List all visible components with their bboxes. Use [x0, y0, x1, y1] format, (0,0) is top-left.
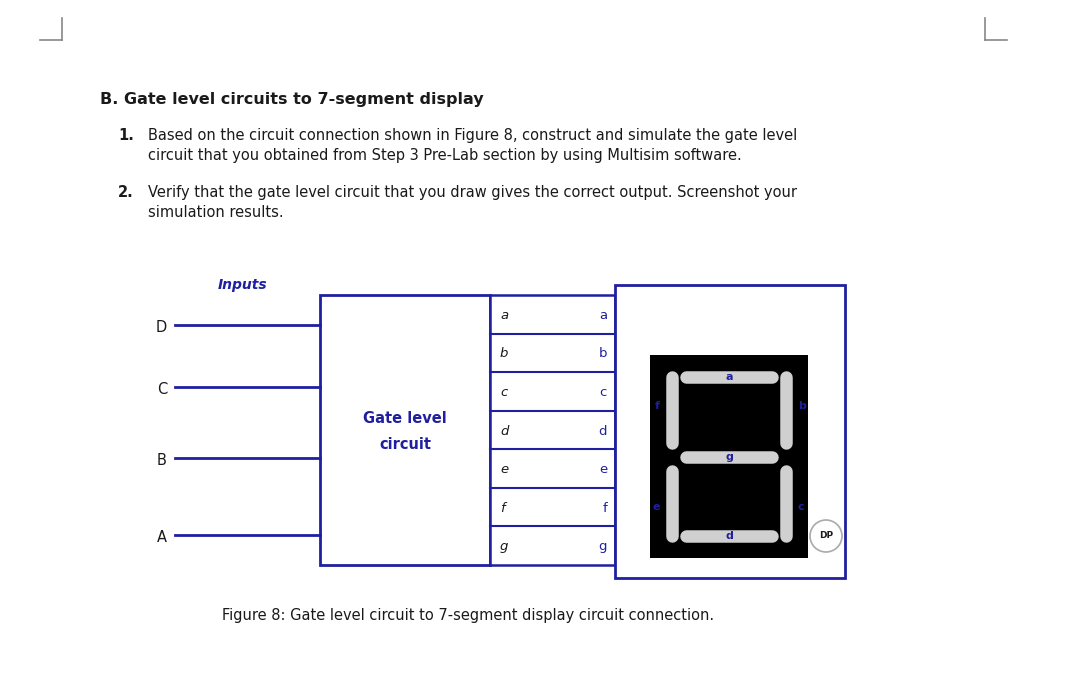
Text: Inputs: Inputs — [218, 278, 268, 292]
Text: a: a — [599, 309, 607, 322]
Text: D: D — [156, 319, 167, 334]
Text: b: b — [500, 348, 509, 361]
Text: a: a — [500, 309, 508, 322]
Text: 1.: 1. — [118, 128, 134, 143]
Text: DP: DP — [819, 531, 833, 540]
Text: A: A — [157, 529, 167, 545]
Text: B. Gate level circuits to 7-segment display: B. Gate level circuits to 7-segment disp… — [100, 92, 484, 107]
Text: b: b — [798, 401, 806, 410]
Text: Figure 8: Gate level circuit to 7-segment display circuit connection.: Figure 8: Gate level circuit to 7-segmen… — [222, 608, 714, 623]
Text: d: d — [500, 424, 509, 437]
Text: b: b — [598, 348, 607, 361]
Text: f: f — [500, 502, 504, 515]
Text: g: g — [725, 451, 733, 462]
Text: circuit: circuit — [379, 437, 431, 451]
Circle shape — [810, 520, 842, 552]
Text: Based on the circuit connection shown in Figure 8, construct and simulate the ga: Based on the circuit connection shown in… — [148, 128, 797, 163]
Text: e: e — [652, 502, 660, 512]
Text: g: g — [500, 540, 509, 553]
Text: Verify that the gate level circuit that you draw gives the correct output. Scree: Verify that the gate level circuit that … — [148, 185, 797, 220]
Text: 2.: 2. — [118, 185, 134, 200]
Text: c: c — [500, 386, 508, 399]
Text: c: c — [798, 502, 805, 512]
Text: f: f — [656, 401, 660, 410]
Text: C: C — [157, 381, 167, 397]
Text: e: e — [598, 463, 607, 476]
Text: Gate level: Gate level — [363, 410, 447, 426]
Text: c: c — [599, 386, 607, 399]
Bar — [320, 295, 490, 565]
Bar — [490, 295, 615, 565]
Text: g: g — [598, 540, 607, 553]
Bar — [615, 285, 845, 578]
Text: f: f — [603, 502, 607, 515]
Text: a: a — [726, 372, 732, 382]
Text: d: d — [725, 531, 733, 541]
Bar — [650, 355, 808, 558]
Text: B: B — [157, 453, 167, 468]
Text: d: d — [598, 424, 607, 437]
Text: e: e — [500, 463, 508, 476]
